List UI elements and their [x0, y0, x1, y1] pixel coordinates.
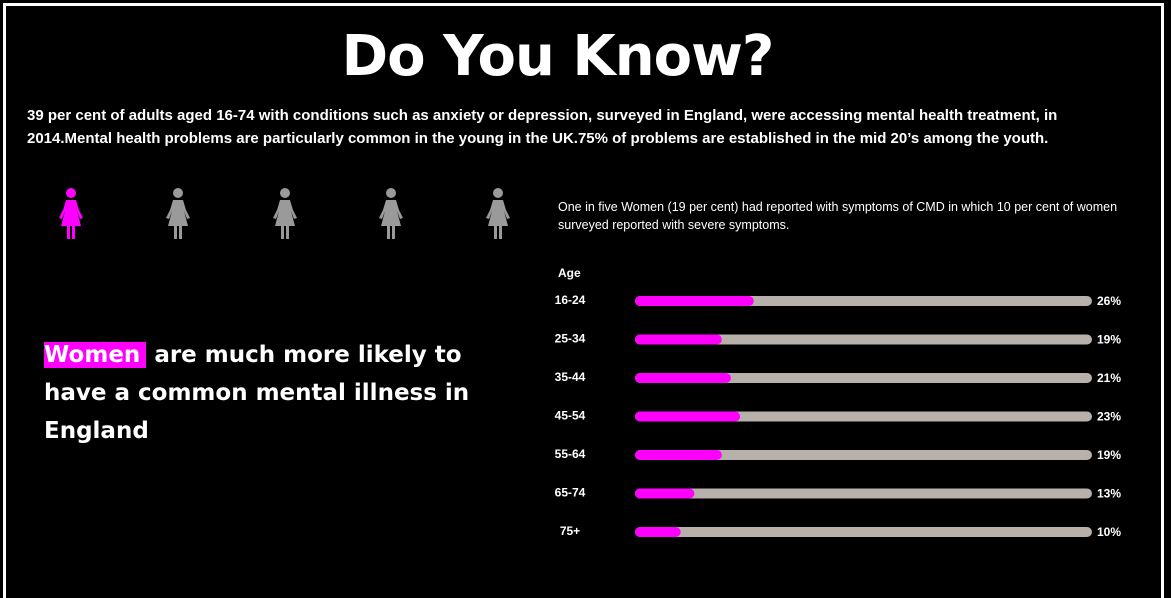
bar-track	[635, 488, 1092, 499]
bar	[635, 373, 731, 383]
person-icon	[59, 188, 83, 239]
category-label: 25-34	[555, 332, 586, 346]
value-label: 21%	[1097, 371, 1121, 385]
bar	[635, 527, 681, 537]
person-icon	[166, 188, 190, 239]
category-label: 16-24	[555, 293, 586, 307]
value-label: 19%	[1097, 333, 1121, 347]
title: Do You Know?	[341, 24, 775, 89]
bar	[635, 334, 722, 345]
annotation: One in five Women (19 per cent) had repo…	[558, 200, 1118, 232]
bar-track	[635, 527, 1092, 537]
category-label: 35-44	[555, 370, 586, 384]
category-label: 75+	[560, 524, 580, 538]
bar-track	[635, 373, 1092, 383]
category-label: 65-74	[555, 486, 586, 500]
person-icon	[273, 188, 297, 239]
value-label: 23%	[1097, 410, 1121, 424]
callout-text: are much more likely to have a common me…	[44, 342, 470, 444]
person-icon	[379, 188, 403, 239]
bar-track	[635, 411, 1092, 422]
callout: Women are much more likely to have a com…	[44, 336, 474, 450]
frame	[3, 3, 1164, 598]
person-icon	[486, 188, 510, 239]
value-label: 13%	[1097, 487, 1121, 501]
value-label: 10%	[1097, 525, 1121, 539]
bar-track	[635, 450, 1092, 460]
value-label: 26%	[1097, 294, 1121, 308]
subtitle: 39 per cent of adults aged 16-74 with co…	[27, 107, 1058, 147]
bar	[635, 488, 695, 499]
bar	[635, 450, 722, 460]
bar	[635, 296, 754, 306]
category-label: 45-54	[555, 409, 586, 423]
value-label: 19%	[1097, 448, 1121, 462]
category-label: 55-64	[555, 447, 586, 461]
bar-track	[635, 334, 1092, 345]
bar	[635, 411, 741, 422]
axis-label: Age	[558, 266, 581, 280]
callout-highlight: Women	[44, 342, 147, 368]
